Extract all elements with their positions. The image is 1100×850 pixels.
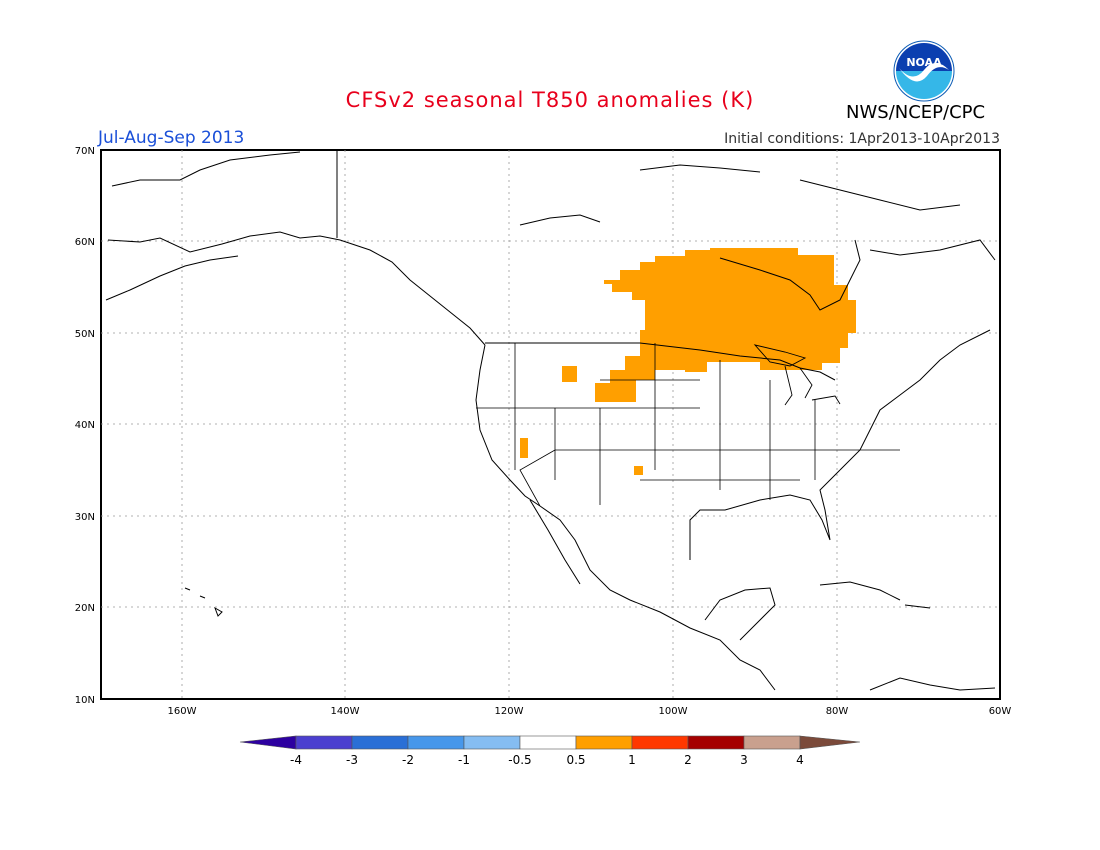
- colorbar-labels: -4 -3 -2 -1 -0.5 0.5 1 2 3 4: [290, 753, 804, 767]
- colorbar-label: -4: [290, 753, 302, 767]
- coastlines: [105, 150, 996, 691]
- colorbar-segment: [575, 735, 633, 750]
- colorbar-label: 3: [740, 753, 748, 767]
- lat-label: 40N: [75, 420, 95, 431]
- colorbar-segment: [351, 735, 409, 750]
- lon-labels: 160W 140W 120W 100W 80W 60W: [168, 706, 1012, 717]
- colorbar-segment: [743, 735, 801, 750]
- lat-label: 30N: [75, 512, 95, 523]
- colorbar-label: 1: [628, 753, 636, 767]
- colorbar-label: -1: [458, 753, 470, 767]
- colorbar-segment: [407, 735, 465, 750]
- map-title: CFSv2 seasonal T850 anomalies (K): [345, 88, 755, 112]
- colorbar-segment: [295, 735, 353, 750]
- noaa-logo-icon: NOAA: [893, 40, 955, 102]
- colorbar-segment: [463, 735, 521, 750]
- agency-label: NWS/NCEP/CPC: [846, 102, 986, 123]
- colorbar-label: 4: [796, 753, 804, 767]
- lon-label: 140W: [331, 706, 360, 717]
- lon-label: 80W: [826, 706, 849, 717]
- colorbar-upper-extension: [799, 735, 861, 750]
- colorbar-label: 2: [684, 753, 692, 767]
- lat-label: 50N: [75, 329, 95, 340]
- season-label: Jul-Aug-Sep 2013: [98, 128, 245, 148]
- great-lakes: [753, 344, 841, 406]
- colorbar-label: 0.5: [566, 753, 585, 767]
- initial-conditions-label: Initial conditions: 1Apr2013-10Apr2013: [724, 131, 1000, 147]
- svg-text:NOAA: NOAA: [906, 56, 942, 69]
- lat-label: 60N: [75, 237, 95, 248]
- lon-label: 120W: [495, 706, 524, 717]
- colorbar-lower-extension: [239, 735, 297, 750]
- colorbar-label: -0.5: [508, 753, 531, 767]
- colorbar-segment: [687, 735, 745, 750]
- lon-label: 100W: [659, 706, 688, 717]
- lon-label: 60W: [989, 706, 1012, 717]
- lat-label: 20N: [75, 603, 95, 614]
- lat-labels: 70N 60N 50N 40N 30N 20N 10N: [75, 146, 95, 706]
- anomaly-region: [520, 248, 856, 475]
- map-frame: [100, 149, 1001, 700]
- lat-label: 70N: [75, 146, 95, 157]
- colorbar: [239, 735, 861, 750]
- colorbar-segment: [519, 735, 577, 750]
- lon-label: 160W: [168, 706, 197, 717]
- lat-label: 10N: [75, 695, 95, 706]
- colorbar-label: -2: [402, 753, 414, 767]
- state-borders: [476, 343, 900, 507]
- colorbar-label: -3: [346, 753, 358, 767]
- colorbar-segment: [631, 735, 689, 750]
